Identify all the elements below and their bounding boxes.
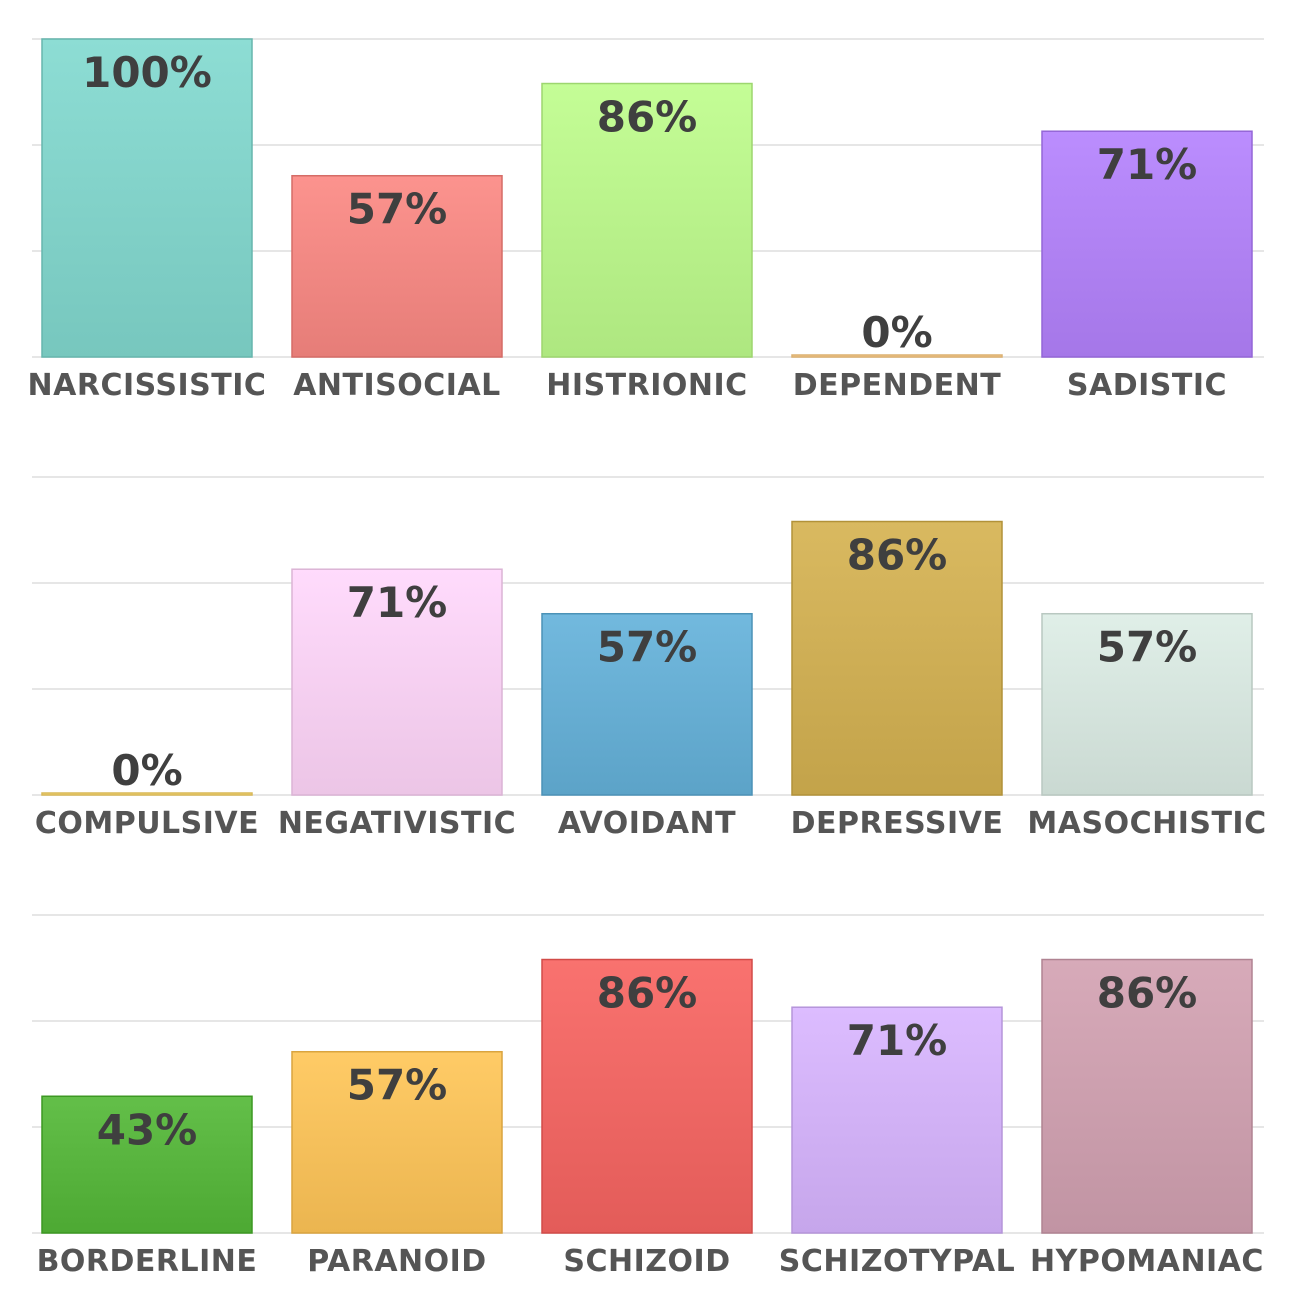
category-label-schizoid: SCHIZOID [563,1244,730,1279]
bar-paranoid[interactable] [291,1050,503,1234]
bar-chart-3: 43% BORDERLINE 57% PARANOID 86% SCHIZOID 71% SC… [32,914,1264,1279]
bar-histrionic[interactable] [541,82,753,358]
bar-antisocial[interactable] [291,174,503,358]
category-label-schizotypal: SCHIZOTYPAL [779,1244,1015,1279]
chart-panel-3: 43% BORDERLINE 57% PARANOID 86% SCHIZOID 71% SC… [0,876,1298,1316]
bar-chart-1: 100% NARCISSISTIC 57% ANTISOCIAL 86% HISTRION… [28,38,1264,403]
bar-compulsive[interactable] [41,792,253,796]
category-label-masochistic: MASOCHISTIC [1027,806,1266,841]
data-label-compulsive: 0% [111,746,182,795]
data-label-paranoid: 57% [347,1061,448,1110]
category-label-antisocial: ANTISOCIAL [293,368,501,403]
bar-narcissistic[interactable] [41,38,253,358]
bar-masochistic[interactable] [1041,612,1253,796]
data-label-narcissistic: 100% [82,48,212,97]
bar-schizotypal[interactable] [791,1006,1003,1234]
bar-chart-2: 0% COMPULSIVE 71% NEGATIVISTIC 57% AVOIDANT 86… [32,476,1266,841]
category-label-avoidant: AVOIDANT [558,806,736,841]
data-label-schizotypal: 71% [847,1016,948,1065]
category-label-hypomaniac: HYPOMANIAC [1030,1244,1264,1279]
data-label-histrionic: 86% [597,93,698,142]
data-label-depressive: 86% [847,531,948,580]
bar-sadistic[interactable] [1041,130,1253,358]
data-label-dependent: 0% [861,308,932,357]
bar-schizoid[interactable] [541,958,753,1234]
category-label-sadistic: SADISTIC [1067,368,1227,403]
data-label-sadistic: 71% [1097,140,1198,189]
bar-hypomaniac[interactable] [1041,958,1253,1234]
data-label-antisocial: 57% [347,185,448,234]
chart-panel-1: 100% NARCISSISTIC 57% ANTISOCIAL 86% HISTRION… [0,0,1298,438]
category-label-dependent: DEPENDENT [793,368,1001,403]
bar-negativistic[interactable] [291,568,503,796]
data-label-hypomaniac: 86% [1097,969,1198,1018]
category-label-paranoid: PARANOID [307,1244,486,1279]
data-label-masochistic: 57% [1097,623,1198,672]
data-label-negativistic: 71% [347,578,448,627]
data-label-schizoid: 86% [597,969,698,1018]
data-label-borderline: 43% [97,1105,198,1154]
category-label-negativistic: NEGATIVISTIC [278,806,516,841]
bar-avoidant[interactable] [541,612,753,796]
bar-dependent[interactable] [791,354,1003,358]
category-label-narcissistic: NARCISSISTIC [28,368,267,403]
bar-depressive[interactable] [791,520,1003,796]
data-label-avoidant: 57% [597,623,698,672]
category-label-depressive: DEPRESSIVE [791,806,1004,841]
category-label-histrionic: HISTRIONIC [546,368,747,403]
category-label-compulsive: COMPULSIVE [35,806,259,841]
category-label-borderline: BORDERLINE [37,1244,258,1279]
chart-panel-2: 0% COMPULSIVE 71% NEGATIVISTIC 57% AVOIDANT 86… [0,438,1298,876]
bar-borderline[interactable] [41,1095,253,1234]
